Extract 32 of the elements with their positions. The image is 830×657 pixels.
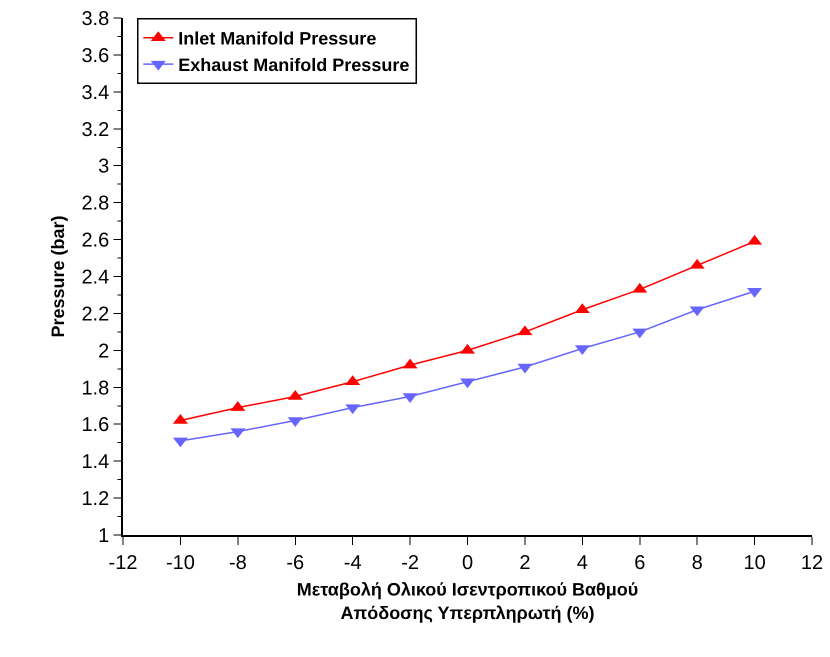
x-tick-label: 0 xyxy=(462,552,474,574)
y-tick-label: 1.8 xyxy=(81,377,110,400)
y-tick-label: 2.8 xyxy=(81,192,110,215)
y-tick-label: 1 xyxy=(98,525,110,547)
x-tick-label: -2 xyxy=(401,552,419,574)
x-axis-title: Μεταβολή Ολικού Ισεντροπικού Βαθμού Απόδοσης Υπερπληρωτή (%) xyxy=(296,579,638,623)
y-tick-label: 1.6 xyxy=(81,414,110,436)
x-tick-label: -4 xyxy=(344,552,362,574)
y-tick-label: 1.4 xyxy=(81,451,110,474)
legend-label: Inlet Manifold Pressure xyxy=(178,28,376,49)
y-tick-label: 3.6 xyxy=(81,44,110,67)
y-tick-label: 2.6 xyxy=(81,230,110,252)
x-tick-label: 8 xyxy=(692,552,703,574)
x-tick-label: -10 xyxy=(166,552,195,574)
y-tick-label: 3 xyxy=(98,156,110,178)
x-tick-label: 4 xyxy=(576,552,588,574)
x-tick-label: 10 xyxy=(743,552,766,574)
y-tick-label: 1.2 xyxy=(81,488,110,510)
x-tick-label: 6 xyxy=(634,552,646,574)
legend-label: Exhaust Manifold Pressure xyxy=(178,55,410,76)
x-tick-label: 2 xyxy=(519,552,530,574)
x-tick-label: -6 xyxy=(286,552,304,574)
y-tick-label: 2.4 xyxy=(81,266,110,288)
y-tick-label: 3.2 xyxy=(81,118,110,141)
y-tick-label: 2 xyxy=(98,340,110,362)
y-axis-title: Pressure (bar) xyxy=(48,215,68,338)
y-tick-label: 3.4 xyxy=(81,82,110,104)
y-tick-label: 2.2 xyxy=(81,303,110,326)
x-tick-label: -8 xyxy=(228,552,247,574)
x-tick-label: 12 xyxy=(800,552,824,574)
x-tick-label: -12 xyxy=(108,552,138,574)
y-tick-label: 3.8 xyxy=(81,8,110,30)
